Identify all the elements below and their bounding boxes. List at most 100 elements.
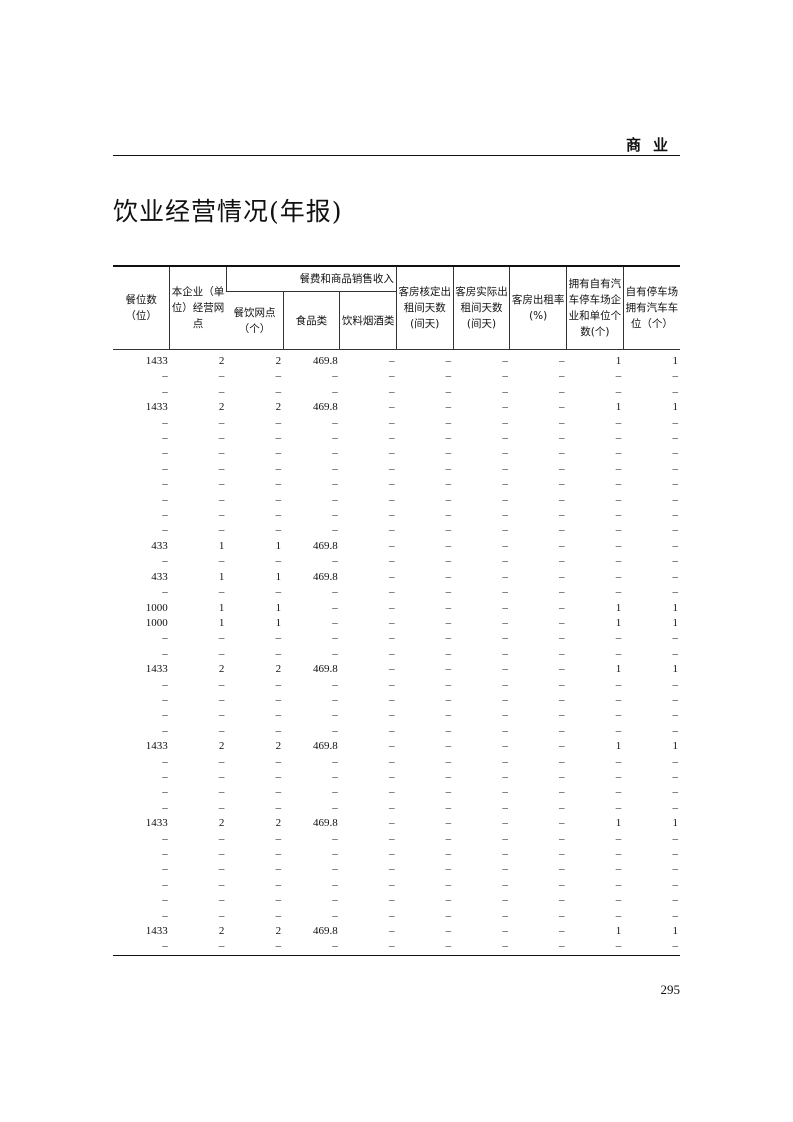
table-row: – – – – – – – – – – xyxy=(113,909,680,924)
table-cell: – xyxy=(502,401,508,414)
table-cell: – xyxy=(502,878,508,891)
header-food: 食品类 xyxy=(282,291,340,350)
table-cell: – xyxy=(559,801,565,814)
table-row: 433 1 1 469.8 – – – – – – xyxy=(113,539,680,554)
table-cell: – xyxy=(332,786,338,799)
table-cell: – xyxy=(502,355,508,367)
table-cell: – xyxy=(502,601,508,614)
table-cell: – xyxy=(218,478,225,491)
table-row: – – – – – – – – – – xyxy=(113,893,680,908)
table-cell: 469.8 xyxy=(313,355,338,367)
table-cell: – xyxy=(672,724,679,737)
table-row: 1433 2 2 469.8 – – – – 1 1 xyxy=(113,739,680,754)
table-cell: – xyxy=(218,770,225,783)
table-cell: 1 xyxy=(615,355,622,367)
table-cell: – xyxy=(615,848,622,860)
table-row: – – – – – – – – – – xyxy=(113,939,680,954)
table-cell: – xyxy=(559,570,565,583)
table-cell: – xyxy=(445,724,452,737)
table-cell: – xyxy=(559,817,565,830)
table-cell: – xyxy=(218,709,225,722)
header-room-days-actual: 客房实际出租间天数(间天) xyxy=(452,265,510,350)
table-row: – – – – – – – – – – xyxy=(113,508,680,523)
table-cell: – xyxy=(445,385,452,398)
table-cell: – xyxy=(332,632,338,645)
table-cell: – xyxy=(388,539,395,552)
table-cell: – xyxy=(218,586,225,599)
table-cell: – xyxy=(388,801,395,814)
table-cell: 1 xyxy=(275,570,282,583)
table-cell: – xyxy=(162,894,168,907)
table-cell: 1000 xyxy=(145,616,168,629)
table-cell: – xyxy=(615,570,622,583)
table-cell: – xyxy=(388,786,395,799)
table-cell: – xyxy=(672,647,679,660)
table-cell: – xyxy=(559,401,565,414)
table-cell: – xyxy=(559,786,565,799)
table-cell: – xyxy=(388,693,395,706)
table-cell: – xyxy=(332,524,338,537)
table-cell: – xyxy=(162,724,168,737)
table-cell: – xyxy=(672,693,679,706)
table-cell: – xyxy=(559,370,565,383)
table-cell: – xyxy=(162,693,168,706)
table-cell: – xyxy=(218,493,225,506)
table-cell: 1 xyxy=(615,616,622,629)
table-cell: – xyxy=(502,786,508,799)
page-title: 饮业经营情况(年报) xyxy=(113,197,343,226)
table-cell: – xyxy=(162,478,168,491)
table-cell: – xyxy=(502,493,508,506)
table-cell: – xyxy=(559,586,565,599)
table-cell: 2 xyxy=(218,355,225,367)
table-cell: – xyxy=(162,770,168,783)
table-row: – – – – – – – – – – xyxy=(113,493,680,508)
table-cell: – xyxy=(615,755,622,768)
running-head: 商业 xyxy=(625,136,680,154)
table-cell: 1 xyxy=(218,616,225,629)
table-cell: – xyxy=(332,894,338,907)
table-cell: 1 xyxy=(672,740,679,753)
table-cell: 1 xyxy=(275,616,282,629)
table-cell: 1 xyxy=(615,401,622,414)
table-cell: 1 xyxy=(275,539,282,552)
table-cell: – xyxy=(332,678,338,691)
table-row: – – – – – – – – – – xyxy=(113,431,680,446)
table-cell: – xyxy=(275,909,282,922)
table-cell: – xyxy=(445,616,452,629)
table-cell: – xyxy=(502,524,508,537)
table-cell: – xyxy=(218,801,225,814)
table-cell: – xyxy=(388,894,395,907)
table-cell: – xyxy=(275,786,282,799)
table-cell: – xyxy=(445,478,452,491)
table-cell: – xyxy=(275,632,282,645)
table-cell: – xyxy=(445,462,452,475)
table-cell: 1433 xyxy=(145,401,168,414)
table-cell: – xyxy=(559,693,565,706)
table-cell: – xyxy=(275,832,282,845)
table-cell: – xyxy=(502,740,508,753)
table-cell: – xyxy=(162,462,168,475)
table-cell: – xyxy=(332,478,338,491)
table-cell: – xyxy=(672,863,679,876)
table-cell: – xyxy=(445,370,452,383)
table-cell: – xyxy=(559,848,565,860)
table-cell: – xyxy=(672,709,679,722)
table-cell: – xyxy=(559,755,565,768)
table-cell: 1433 xyxy=(145,663,168,676)
table-cell: – xyxy=(162,632,168,645)
table-cell: – xyxy=(615,909,622,922)
table-cell: – xyxy=(672,801,679,814)
table-cell: – xyxy=(672,432,679,445)
table-cell: 433 xyxy=(151,570,168,583)
table-cell: – xyxy=(559,416,565,429)
table-cell: – xyxy=(445,863,452,876)
table-cell: – xyxy=(559,925,565,938)
table-cell: – xyxy=(445,555,452,568)
table-cell: – xyxy=(615,770,622,783)
table-cell: 469.8 xyxy=(313,570,338,583)
data-table-container: 餐位数（位） 本企业（单位）经营网点 餐费和商品销售收入 客房核定出租间天数(间… xyxy=(113,265,680,955)
table-cell: – xyxy=(502,462,508,475)
table-cell: – xyxy=(218,755,225,768)
table-cell: – xyxy=(275,432,282,445)
table-cell: – xyxy=(445,355,452,367)
